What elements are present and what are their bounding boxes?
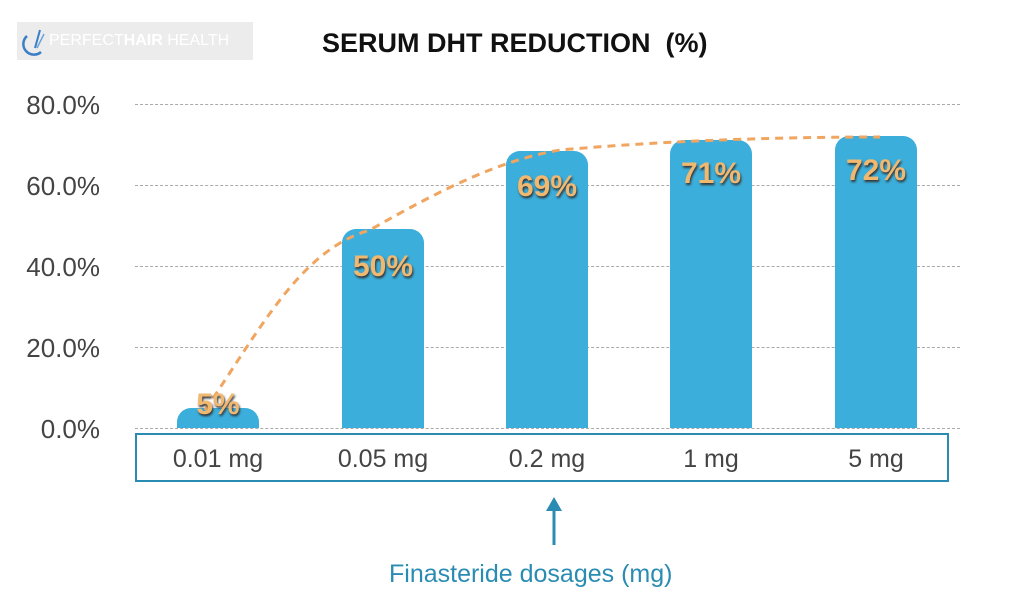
y-tick-20: 20.0%: [26, 333, 100, 363]
hair-follicle-icon: [22, 29, 45, 56]
logo-text: PERFECTHAIR HEALTH: [49, 32, 230, 49]
bar-5mg: [835, 136, 917, 428]
value-label: 50%: [352, 250, 414, 283]
value-label: 72%: [845, 154, 907, 187]
brand-logo: PERFECTHAIR HEALTH: [17, 22, 253, 60]
y-tick-0: 0.0%: [40, 414, 100, 444]
value-label: 69%: [516, 170, 578, 203]
x-label: 0.05 mg: [337, 445, 429, 473]
value-label: 71%: [680, 157, 742, 190]
y-tick-60: 60.0%: [26, 171, 100, 201]
x-label: 1 mg: [683, 445, 739, 473]
gridline: [135, 104, 960, 105]
x-label: 5 mg: [848, 445, 904, 473]
y-tick-80: 80.0%: [26, 90, 100, 120]
gridline: [135, 428, 960, 429]
bar-0.01mg: [177, 408, 259, 428]
x-label: 0.2 mg: [508, 445, 586, 473]
bar-1mg: [670, 140, 752, 428]
bar-0.05mg: [342, 229, 424, 428]
bar-0.2mg: [506, 151, 588, 428]
value-label: 5%: [196, 388, 240, 421]
x-axis-title: Finasteride dosages (mg): [389, 560, 673, 588]
x-axis-box: [135, 433, 949, 482]
arrow-up-icon: [546, 497, 562, 545]
y-tick-40: 40.0%: [26, 252, 100, 282]
chart-title: SERUM DHT REDUCTION (%): [322, 28, 708, 58]
x-label: 0.01 mg: [172, 445, 264, 473]
